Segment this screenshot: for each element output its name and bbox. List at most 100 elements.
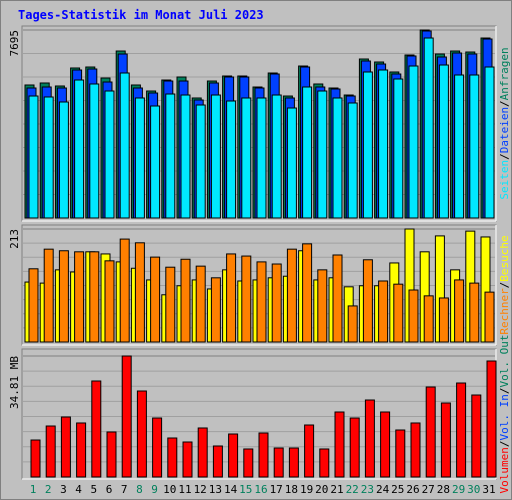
legend-entry: Vol. In — [498, 394, 511, 440]
bar — [484, 291, 495, 343]
chart-title: Tages-Statistik im Monat Juli 2023 — [18, 8, 264, 22]
bar — [273, 447, 284, 478]
bar — [258, 432, 269, 478]
bar — [106, 431, 117, 478]
bar — [317, 90, 328, 219]
bar — [30, 439, 41, 478]
x-tick-label: 20 — [315, 483, 328, 496]
bar — [28, 268, 39, 343]
bar — [425, 386, 436, 478]
legend: Rechner/Besuche — [498, 235, 511, 334]
x-tick-label: 19 — [300, 483, 313, 496]
x-tick-label: 15 — [239, 483, 252, 496]
bar — [45, 425, 56, 478]
bar — [469, 282, 480, 343]
bar — [393, 78, 404, 219]
bar — [256, 97, 267, 219]
bar — [378, 69, 389, 219]
bar — [408, 289, 419, 343]
bar — [119, 238, 130, 343]
bar — [74, 79, 85, 219]
bar — [332, 97, 343, 219]
bar — [89, 251, 100, 343]
bar — [58, 101, 69, 219]
bar — [43, 248, 54, 343]
x-tick-label: 28 — [437, 483, 450, 496]
bar — [76, 422, 87, 478]
bar — [241, 97, 252, 219]
bar — [438, 64, 449, 219]
bar — [395, 429, 406, 478]
legend: Seiten/Dateien/Anfragen — [498, 47, 511, 199]
bar — [58, 250, 69, 343]
legend-separator: / — [498, 153, 511, 160]
x-tick-label: 8 — [136, 483, 143, 496]
x-tick-label: 31 — [482, 483, 495, 496]
bar — [180, 94, 191, 219]
bar — [226, 100, 237, 219]
x-tick-label: 27 — [422, 483, 435, 496]
bar — [288, 447, 299, 478]
bar — [180, 258, 191, 343]
bar — [362, 259, 373, 343]
bar — [243, 448, 254, 478]
x-tick-label: 11 — [178, 483, 191, 496]
x-tick-label: 18 — [285, 483, 298, 496]
bar — [165, 266, 176, 343]
legend-entry: Rechner — [498, 288, 511, 335]
bar — [134, 242, 145, 343]
bar — [167, 437, 178, 478]
bar — [454, 279, 465, 343]
bar — [121, 355, 132, 478]
bar — [197, 427, 208, 478]
bar — [28, 95, 39, 219]
legend-separator: / — [498, 282, 511, 289]
x-tick-label: 26 — [406, 483, 419, 496]
bar — [378, 280, 389, 343]
bar — [304, 424, 315, 478]
bar — [393, 283, 404, 343]
bar — [456, 382, 467, 478]
legend-entry: Dateien — [498, 107, 511, 153]
x-tick-label: 24 — [376, 483, 390, 496]
bar — [302, 243, 313, 343]
x-tick-label: 30 — [467, 483, 480, 496]
bar — [286, 107, 297, 219]
bar — [165, 93, 176, 219]
x-tick-label: 9 — [151, 483, 158, 496]
bar — [408, 65, 419, 219]
x-tick-label: 12 — [194, 483, 207, 496]
bar — [74, 251, 85, 343]
bar — [423, 295, 434, 343]
legend-entry: Seiten — [498, 160, 511, 200]
x-tick-label: 17 — [270, 483, 283, 496]
bar — [410, 422, 421, 478]
bar — [286, 248, 297, 343]
bar — [60, 416, 71, 478]
x-tick-label: 16 — [254, 483, 267, 496]
bar — [440, 402, 451, 478]
bar — [347, 102, 358, 219]
x-tick-label: 29 — [452, 483, 465, 496]
bar — [195, 104, 206, 219]
legend: Volumen/Vol. In/Vol. Out — [498, 335, 511, 494]
bar — [210, 94, 221, 219]
y-tick-label: 34.81 MB — [8, 356, 21, 409]
bar — [438, 297, 449, 343]
x-tick-label: 23 — [361, 483, 374, 496]
bar — [362, 71, 373, 219]
x-tick-label: 7 — [121, 483, 128, 496]
legend-entry: Volumen — [498, 447, 511, 493]
legend-entry: Vol. Out — [498, 335, 511, 388]
bar — [302, 86, 313, 219]
legend-entry: Besuche — [498, 235, 511, 281]
bar — [484, 66, 495, 219]
bar — [195, 265, 206, 343]
y-tick-label: 7695 — [8, 30, 21, 57]
x-tick-label: 10 — [163, 483, 176, 496]
bar — [150, 105, 161, 219]
bar — [43, 96, 54, 219]
bar — [228, 433, 239, 478]
bar — [182, 441, 193, 478]
bar — [454, 74, 465, 219]
